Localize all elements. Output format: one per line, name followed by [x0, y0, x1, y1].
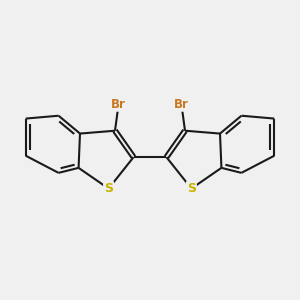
Text: S: S [104, 182, 113, 195]
Text: S: S [187, 182, 196, 195]
Text: Br: Br [174, 98, 189, 111]
Text: Br: Br [111, 98, 126, 111]
